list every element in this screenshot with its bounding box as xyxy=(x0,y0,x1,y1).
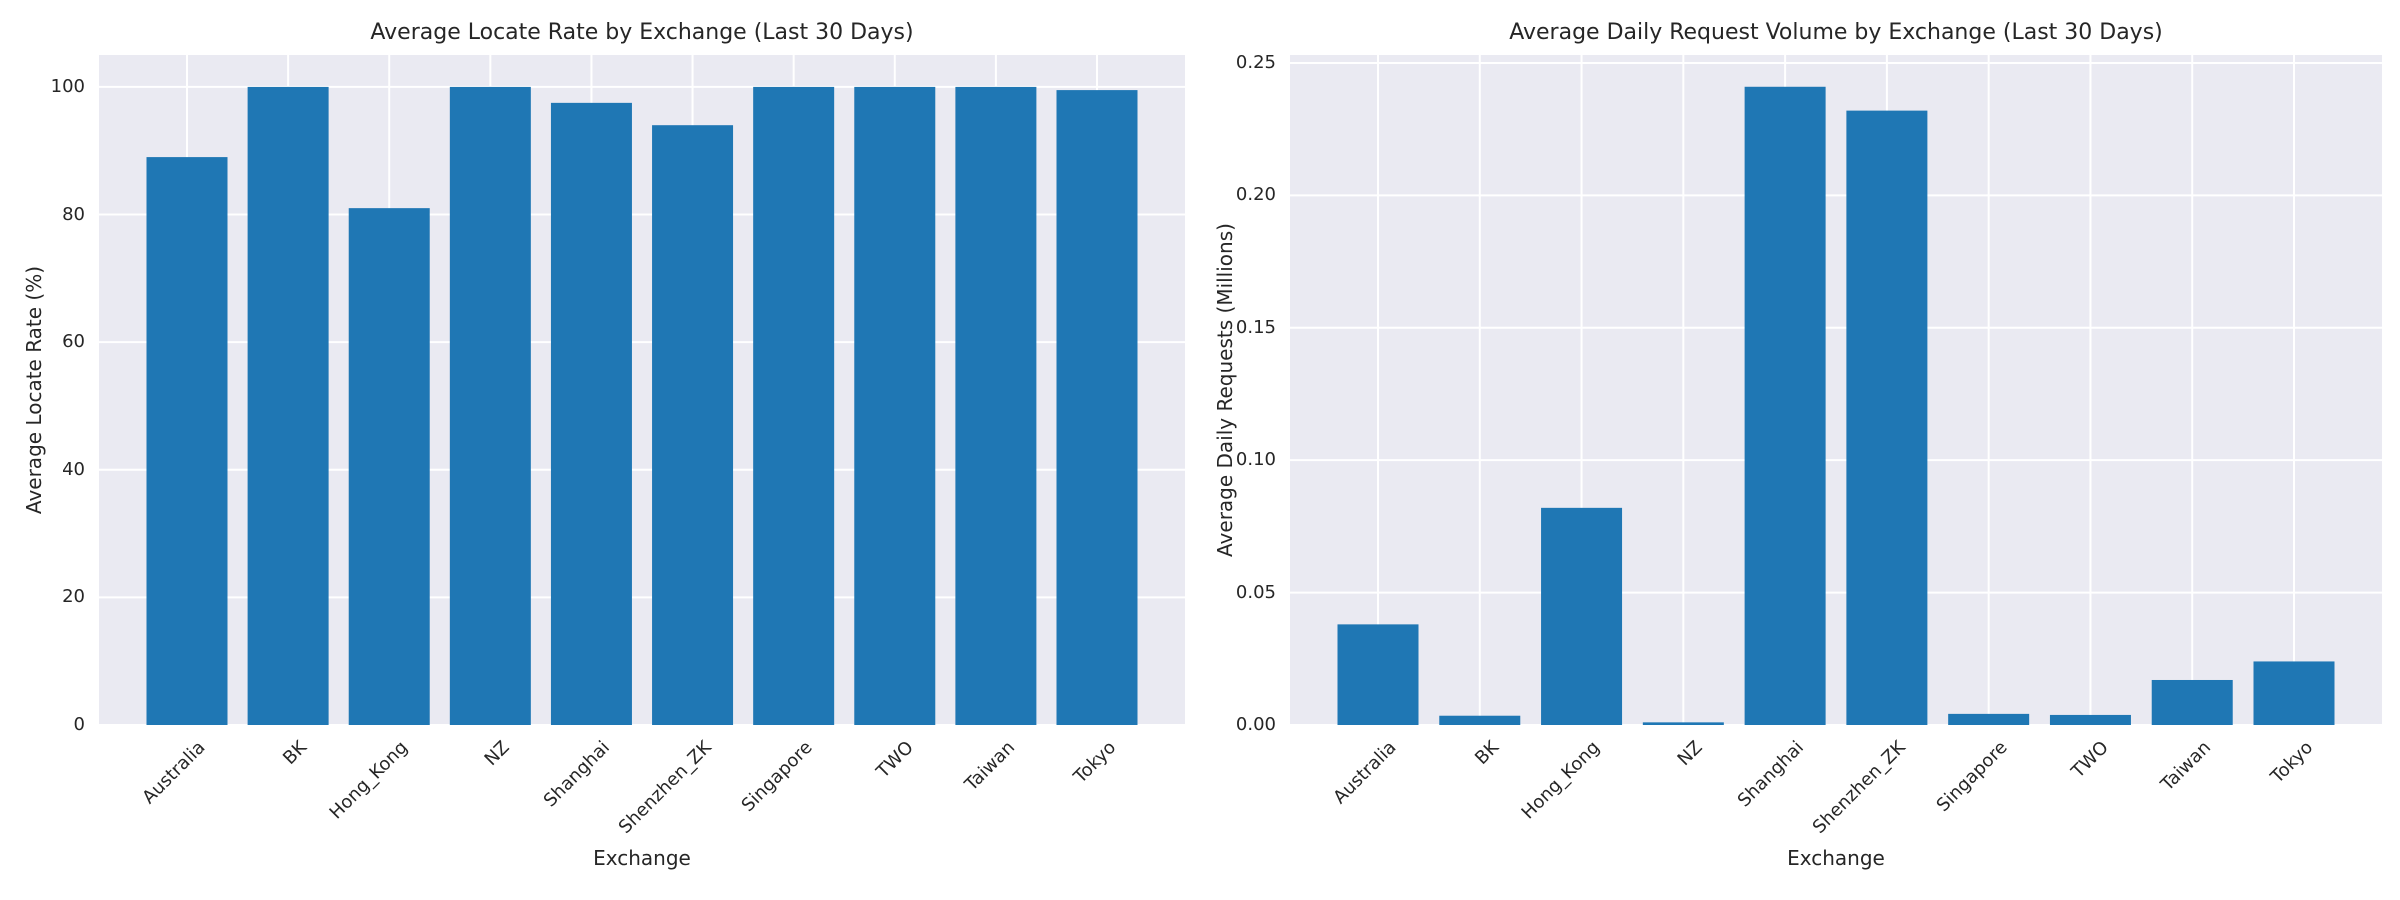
x-tick-label-Shenzhen_ZK: Shenzhen_ZK xyxy=(1808,737,1910,838)
x-tick-label-Tokyo: Tokyo xyxy=(2266,737,2317,788)
x-tick-label-Singapore: Singapore xyxy=(1932,737,2012,817)
y-tick-label: 80 xyxy=(62,203,85,225)
bar-NZ xyxy=(449,86,531,725)
bar-Australia xyxy=(146,157,228,726)
x-tick-label-TWO: TWO xyxy=(2068,737,2114,783)
bar-BK xyxy=(247,86,329,725)
request-volume-plot-area xyxy=(1290,55,2382,726)
locate-rate-x-axis-label: Exchange xyxy=(593,846,691,870)
bar-Tokyo xyxy=(1056,90,1138,726)
bar-Shenzhen_ZK xyxy=(1846,110,1928,725)
y-tick-label: 0.15 xyxy=(1235,316,1276,338)
bar-Taiwan xyxy=(955,86,1037,725)
y-tick-label: 0.00 xyxy=(1235,714,1276,735)
bar-Hong_Kong xyxy=(348,208,430,726)
bar-BK xyxy=(1439,715,1521,725)
x-tick-label-Taiwan: Taiwan xyxy=(2156,737,2216,796)
bar-TWO xyxy=(2049,714,2131,725)
y-tick-label: 0 xyxy=(73,714,85,735)
y-tick-label: 40 xyxy=(62,458,85,480)
y-tick-label: 60 xyxy=(62,331,85,353)
bar-Tokyo xyxy=(2253,661,2335,725)
y-tick-label: 0.10 xyxy=(1235,449,1276,471)
y-tick-label: 100 xyxy=(50,75,85,97)
bar-Australia xyxy=(1337,624,1419,725)
bar-Shanghai xyxy=(1744,86,1826,725)
plot-canvas xyxy=(1290,55,2382,726)
request-volume-chart-title: Average Daily Request Volume by Exchange… xyxy=(1509,20,2163,45)
bar-Shenzhen_ZK xyxy=(652,125,734,725)
y-tick-label: 0.25 xyxy=(1235,51,1276,73)
locate-rate-chart-title: Average Locate Rate by Exchange (Last 30… xyxy=(370,20,914,45)
bar-TWO xyxy=(854,86,936,725)
y-tick-label: 0.20 xyxy=(1235,184,1276,206)
x-tick-label-NZ: NZ xyxy=(1673,737,1707,771)
bar-Singapore xyxy=(1948,713,2030,725)
request-volume-x-axis-label: Exchange xyxy=(1787,846,1885,870)
y-tick-label: 20 xyxy=(62,586,85,608)
bar-Taiwan xyxy=(2151,679,2233,725)
y-tick-label: 0.05 xyxy=(1235,581,1276,603)
bar-Shanghai xyxy=(550,102,632,725)
bar-Hong_Kong xyxy=(1541,507,1623,725)
x-tick-label-Shanghai: Shanghai xyxy=(1733,737,1808,812)
x-tick-label-Hong_Kong: Hong_Kong xyxy=(1518,737,1605,824)
plot-canvas xyxy=(99,55,1185,726)
x-tick-label-Australia: Australia xyxy=(1329,737,1401,809)
plot-background xyxy=(1290,55,2382,725)
x-tick-label-BK: BK xyxy=(1470,737,1503,769)
bar-NZ xyxy=(1642,722,1724,725)
bar-Singapore xyxy=(753,86,835,725)
locate-rate-plot-area xyxy=(99,55,1185,726)
request-volume-y-axis-label: Average Daily Requests (Millions) xyxy=(1213,223,1237,557)
